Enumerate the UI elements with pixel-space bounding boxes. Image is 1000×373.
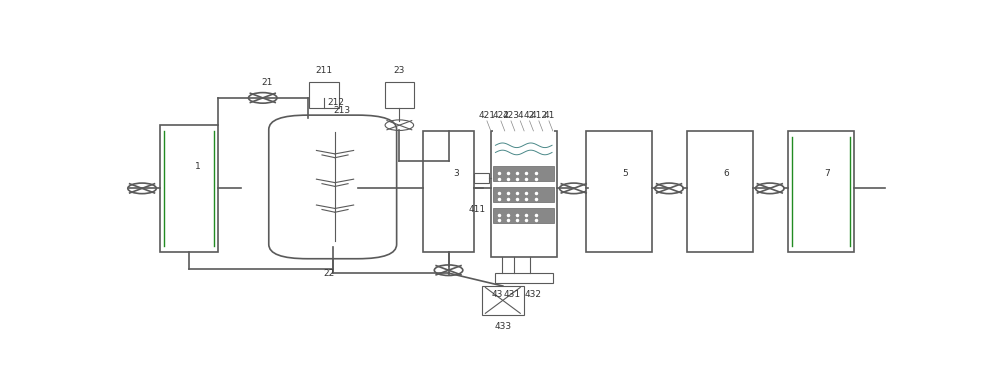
Bar: [309, 82, 339, 108]
Text: 433: 433: [494, 322, 511, 331]
Text: 5: 5: [623, 169, 629, 178]
Bar: [423, 131, 474, 251]
Text: 23: 23: [394, 66, 405, 75]
Bar: [493, 208, 554, 223]
Text: 6: 6: [724, 169, 729, 178]
Text: 7: 7: [824, 169, 830, 178]
Text: 4: 4: [517, 111, 523, 120]
Text: 22: 22: [323, 269, 334, 278]
Bar: [491, 131, 557, 257]
Bar: [160, 125, 218, 251]
Bar: [482, 286, 524, 315]
Text: 43: 43: [491, 290, 503, 299]
Bar: [493, 50, 554, 160]
FancyBboxPatch shape: [269, 115, 397, 259]
Text: 42: 42: [524, 111, 535, 120]
Text: 41: 41: [543, 111, 555, 120]
Text: 3: 3: [453, 169, 459, 178]
Bar: [493, 186, 554, 202]
Text: 412: 412: [530, 111, 547, 120]
Text: 1: 1: [195, 162, 201, 171]
Text: 213: 213: [333, 106, 351, 115]
Text: 423: 423: [502, 111, 519, 120]
Text: 211: 211: [316, 66, 333, 75]
Bar: [586, 131, 652, 251]
Bar: [474, 173, 489, 183]
Text: 411: 411: [468, 205, 485, 214]
Text: 432: 432: [524, 290, 541, 299]
Bar: [385, 82, 414, 108]
Text: 431: 431: [504, 290, 521, 299]
Bar: [495, 273, 553, 283]
Text: 21: 21: [261, 78, 272, 87]
Text: 421: 421: [478, 111, 495, 120]
Text: 422: 422: [492, 111, 509, 120]
Bar: [687, 131, 753, 251]
Bar: [788, 131, 854, 251]
Text: 212: 212: [327, 98, 344, 107]
Bar: [493, 166, 554, 182]
